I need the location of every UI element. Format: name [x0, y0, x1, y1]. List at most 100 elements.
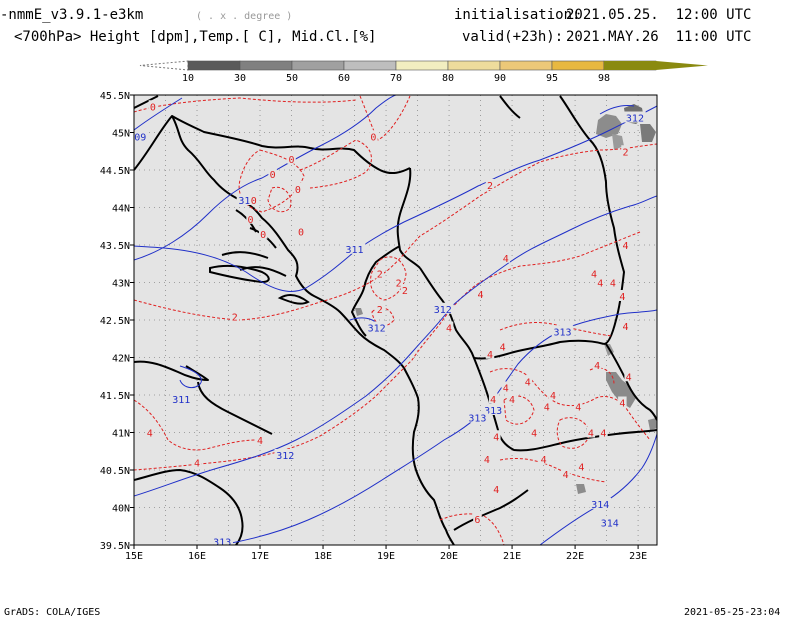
- height-label-bg: [589, 497, 612, 509]
- temp-label-bg: [246, 212, 255, 224]
- height-label: 313: [468, 414, 486, 425]
- height-label-bg: [466, 411, 489, 423]
- lat-tick-label: 43N: [112, 279, 130, 290]
- temp-label-bg: [624, 370, 633, 382]
- lat-tick-label: 44N: [112, 204, 130, 215]
- temp-label-bg: [498, 340, 507, 352]
- greece-border: [485, 389, 657, 452]
- height-label-bg: [598, 516, 621, 528]
- cloud-patch: [648, 418, 657, 430]
- kosovo-border: [419, 267, 487, 391]
- temp-label-bg: [485, 347, 495, 359]
- temp-label-bg: [230, 310, 240, 322]
- temp-label-bg: [375, 267, 384, 279]
- temp-label: 4: [493, 485, 499, 496]
- temp-label: 4: [550, 391, 556, 402]
- temp-label-bg: [255, 434, 265, 445]
- temp-label: 4: [600, 429, 606, 440]
- temp-label: 0: [295, 185, 301, 196]
- lon-tick-label: 15E: [125, 551, 143, 562]
- height-label-bg: [343, 242, 366, 254]
- lon-tick-label: 22E: [566, 551, 584, 562]
- height-label: 311: [172, 395, 190, 406]
- temp-label: 4: [525, 378, 531, 389]
- cloud-color-scale: 10 30 50 60 70 80 90 95 98: [139, 60, 708, 84]
- temp-label: 4: [446, 324, 452, 335]
- temp-label-bg: [573, 400, 583, 412]
- temp-label-bg: [369, 130, 378, 142]
- temp-label: 0: [260, 230, 266, 241]
- temp-label-bg: [394, 276, 403, 288]
- temp-label: 0: [150, 102, 156, 113]
- lat-tick-label: 45.5N: [100, 91, 130, 102]
- lat-tick-label: 41N: [112, 429, 130, 440]
- temp-label: 2: [622, 147, 628, 158]
- romania-border: [499, 95, 521, 119]
- lat-tick-label: 40.5N: [100, 466, 130, 477]
- scale-swatch: [187, 60, 241, 71]
- lon-tick-label: 21E: [503, 551, 521, 562]
- init-label: initialisation:: [454, 7, 581, 23]
- temp-label-bg: [608, 276, 618, 288]
- height-contour-309: [134, 97, 183, 131]
- montenegro-border: [351, 245, 401, 337]
- temp-label: 4: [622, 322, 628, 333]
- map-background: [134, 95, 657, 545]
- lon-tick-label: 18E: [314, 551, 332, 562]
- temp-label: 4: [578, 462, 584, 473]
- temp-label: 4: [257, 436, 263, 447]
- init-value: 2021.05.25. 12:00 UTC: [566, 7, 752, 23]
- lat-tick-label: 41.5N: [100, 391, 130, 402]
- temp-label-bg: [592, 359, 602, 370]
- temp-contour-2: [134, 143, 657, 321]
- temp-label-bg: [400, 284, 410, 295]
- temp-contour-0: [359, 95, 411, 141]
- scale-label: 60: [338, 73, 350, 84]
- temp-contour-2: [370, 256, 407, 301]
- height-contour-311: [134, 105, 657, 292]
- scale-swatch: [343, 60, 397, 71]
- valid-label: valid(+23h):: [462, 29, 564, 45]
- height-contours: [134, 95, 657, 545]
- temp-label: 0: [251, 196, 257, 207]
- temp-label: 2: [402, 286, 408, 297]
- scale-swatch: [395, 60, 449, 71]
- temp-label-bg: [542, 400, 551, 412]
- cloud-patch: [355, 308, 363, 316]
- height-contour-313: [599, 105, 635, 115]
- temp-label-bg: [492, 430, 501, 442]
- scale-swatch: [291, 60, 345, 71]
- temp-label-bg: [507, 392, 517, 404]
- scale-swatch: [551, 60, 605, 71]
- temp-label: 4: [531, 429, 537, 440]
- temp-label: 0: [370, 132, 376, 143]
- temp-label-bg: [621, 239, 630, 250]
- model-name: -nmmE_v3.9.1-e3km: [0, 7, 144, 23]
- temp-label: 4: [575, 402, 581, 413]
- lat-tick-label: 43.5N: [100, 241, 130, 252]
- footer-credit: GrADS: COLA/IGES: [4, 607, 101, 618]
- temp-label-bg: [529, 426, 539, 438]
- bosnia-border: [171, 115, 411, 175]
- height-label-bg: [134, 130, 148, 142]
- albania-south: [453, 489, 529, 531]
- temp-contour-0: [238, 149, 305, 213]
- scale-label: 90: [494, 73, 506, 84]
- temp-label: 4: [509, 395, 515, 406]
- temp-contour-4: [556, 417, 591, 449]
- temp-label-bg: [482, 452, 492, 464]
- temp-label-bg: [444, 321, 454, 333]
- height-contour-314: [539, 433, 657, 545]
- footer-timestamp: 2021-05-25-23:04: [684, 607, 781, 618]
- height-label: 310: [238, 196, 256, 207]
- height-label: 313: [213, 537, 231, 548]
- scale-swatch: [447, 60, 501, 71]
- temp-label-bg: [523, 375, 533, 387]
- coast-north: [134, 95, 159, 109]
- height-label-bg: [211, 535, 233, 545]
- height-contour-310: [134, 95, 397, 261]
- temp-label: 4: [563, 470, 569, 481]
